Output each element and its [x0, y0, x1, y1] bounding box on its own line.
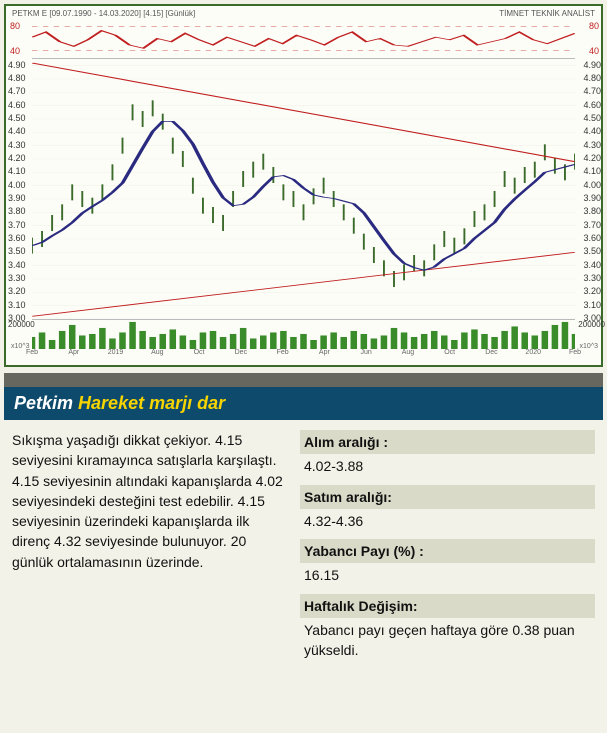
x-tick: Jun — [360, 349, 371, 356]
price-ytick: 4.60 — [8, 101, 26, 110]
x-tick: Feb — [277, 349, 289, 356]
price-panel: 4.904.904.804.804.704.704.604.604.504.50… — [32, 59, 575, 319]
chart-frame: PETKM E [09.07.1990 - 14.03.2020] [4.15]… — [4, 4, 603, 367]
price-ytick: 4.90 — [8, 61, 26, 70]
foreign-share-label: Yabancı Payı (%) : — [300, 539, 595, 563]
x-tick: Oct — [194, 349, 205, 356]
price-ytick: 4.30 — [583, 141, 601, 150]
price-ytick: 4.80 — [8, 74, 26, 83]
title-bar: Petkim Hareket marjı dar — [4, 387, 603, 420]
price-ytick: 4.80 — [583, 74, 601, 83]
rsi-upper-l: 80 — [10, 21, 20, 31]
price-ytick: 3.30 — [583, 274, 601, 283]
x-tick: Oct — [444, 349, 455, 356]
price-ytick: 3.50 — [583, 247, 601, 256]
price-ytick: 4.90 — [583, 61, 601, 70]
rsi-lower-l: 40 — [10, 46, 20, 56]
price-ytick: 4.70 — [8, 87, 26, 96]
title-headline: Hareket marjı dar — [78, 393, 225, 413]
price-ytick: 4.60 — [583, 101, 601, 110]
price-ytick: 4.00 — [583, 181, 601, 190]
weekly-change-value: Yabancı payı geçen haftaya göre 0.38 pua… — [300, 618, 595, 667]
price-ytick: 3.70 — [8, 221, 26, 230]
price-ytick: 3.10 — [583, 301, 601, 310]
price-ytick: 4.20 — [8, 154, 26, 163]
price-ytick: 3.80 — [8, 207, 26, 216]
price-ytick: 3.90 — [583, 194, 601, 203]
x-tick: Apr — [68, 349, 79, 356]
chart-header-right: TİMNET TEKNİK ANALİST — [499, 9, 595, 18]
buy-range-label: Alım aralığı : — [300, 430, 595, 454]
price-ytick: 3.40 — [583, 261, 601, 270]
foreign-share-value: 16.15 — [300, 563, 595, 591]
x-tick: Aug — [402, 349, 414, 356]
x-tick: Dec — [235, 349, 247, 356]
price-ytick: 3.60 — [583, 234, 601, 243]
price-ytick: 3.20 — [8, 287, 26, 296]
price-ytick: 3.10 — [8, 301, 26, 310]
body-columns: Sıkışma yaşadığı dikkat çekiyor. 4.15 se… — [0, 420, 607, 681]
divider-bar — [4, 373, 603, 387]
title-stock: Petkim — [14, 393, 73, 413]
volume-panel: 200000 200000 x10^3 x10^3 — [32, 319, 575, 349]
vol-label-r: 200000 — [578, 320, 605, 329]
x-tick: 2020 — [525, 349, 541, 356]
price-ytick: 3.90 — [8, 194, 26, 203]
price-ytick: 3.30 — [8, 274, 26, 283]
volume-chart — [32, 320, 575, 349]
price-chart — [32, 59, 575, 319]
stats-column: Alım aralığı : 4.02-3.88 Satım aralığı: … — [300, 430, 595, 667]
chart-header-left: PETKM E [09.07.1990 - 14.03.2020] [4.15]… — [12, 9, 195, 18]
buy-range-value: 4.02-3.88 — [300, 454, 595, 482]
rsi-line-chart — [32, 19, 575, 58]
chart-header: PETKM E [09.07.1990 - 14.03.2020] [4.15]… — [8, 8, 599, 19]
price-ytick: 4.10 — [583, 167, 601, 176]
price-ytick: 4.40 — [8, 127, 26, 136]
vol-scale-r: x10^3 — [579, 343, 599, 350]
rsi-lower-r: 40 — [589, 46, 599, 56]
price-ytick: 4.00 — [8, 181, 26, 190]
sell-range-value: 4.32-4.36 — [300, 509, 595, 537]
price-ytick: 4.70 — [583, 87, 601, 96]
x-tick: Feb — [26, 349, 38, 356]
rsi-panel: 80 40 80 40 — [32, 19, 575, 59]
vol-label-l: 200000 — [8, 320, 35, 329]
price-ytick: 4.20 — [583, 154, 601, 163]
x-tick: Dec — [485, 349, 497, 356]
price-ytick: 4.50 — [8, 114, 26, 123]
price-ytick: 3.70 — [583, 221, 601, 230]
sell-range-label: Satım aralığı: — [300, 485, 595, 509]
price-ytick: 4.30 — [8, 141, 26, 150]
price-ytick: 3.20 — [583, 287, 601, 296]
price-ytick: 3.40 — [8, 261, 26, 270]
price-ytick: 4.10 — [8, 167, 26, 176]
price-ytick: 4.50 — [583, 114, 601, 123]
analysis-text: Sıkışma yaşadığı dikkat çekiyor. 4.15 se… — [12, 430, 286, 667]
price-ytick: 3.80 — [583, 207, 601, 216]
rsi-upper-r: 80 — [589, 21, 599, 31]
x-axis: FebApr2019AugOctDecFebAprJunAugOctDec202… — [32, 349, 575, 363]
x-tick: Apr — [319, 349, 330, 356]
weekly-change-label: Haftalık Değişim: — [300, 594, 595, 618]
x-tick: 2019 — [108, 349, 124, 356]
x-tick: Feb — [569, 349, 581, 356]
x-tick: Aug — [151, 349, 163, 356]
price-ytick: 3.50 — [8, 247, 26, 256]
price-ytick: 4.40 — [583, 127, 601, 136]
price-ytick: 3.60 — [8, 234, 26, 243]
